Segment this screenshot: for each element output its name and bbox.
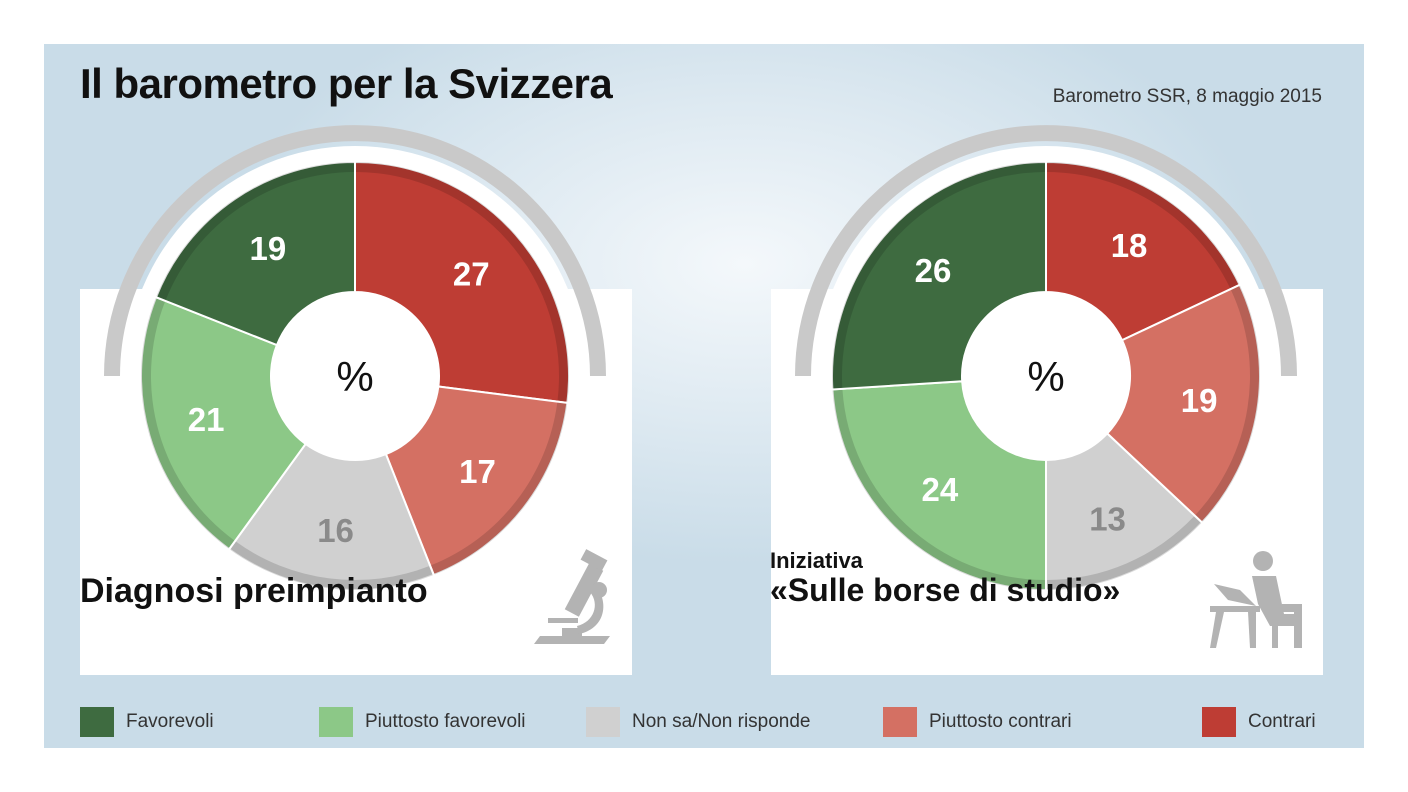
slice-non-sa-non-risponde xyxy=(227,442,436,591)
legend-swatch xyxy=(883,707,917,737)
slice-piuttosto-favorevoli xyxy=(831,380,1047,592)
legend-swatch xyxy=(319,707,353,737)
slice-rim-non-sa-non-risponde xyxy=(230,541,433,590)
slice-non-sa-non-risponde xyxy=(1045,432,1204,592)
slice-value-label: 19 xyxy=(1181,382,1218,419)
slice-contrari xyxy=(1045,160,1241,342)
center-percent-label: % xyxy=(336,353,373,400)
microscope-icon xyxy=(534,549,610,644)
legend-label: Favorevoli xyxy=(126,711,214,732)
legend-item-contrari: Contrari xyxy=(1202,706,1316,738)
student-reading-icon xyxy=(1210,551,1302,648)
source-note: Barometro SSR, 8 maggio 2015 xyxy=(1052,86,1322,107)
slice-rim-contrari xyxy=(1047,162,1240,289)
donut-chart-borse-di-studio: 18 19 13 24 26% xyxy=(795,125,1297,606)
slice-piuttosto-contrari xyxy=(1105,283,1261,524)
legend-swatch xyxy=(586,707,620,737)
slice-value-label: 26 xyxy=(915,252,952,289)
chart-title-right-line2: «Sulle borse di studio» xyxy=(770,572,1121,608)
slice-value-label: 19 xyxy=(250,230,287,267)
slice-value-label: 13 xyxy=(1089,500,1126,537)
slice-piuttosto-favorevoli xyxy=(140,295,308,551)
legend-label: Piuttosto favorevoli xyxy=(365,711,526,732)
infographic-panel: 27 17 16 21 19% 18 19 13 24 26% Il barometro per … xyxy=(44,44,1364,748)
slice-favorevoli xyxy=(154,160,356,347)
legend-item-piuttosto-contrari: Piuttosto contrari xyxy=(883,706,1072,738)
page-title: Il barometro per la Svizzera xyxy=(80,60,613,107)
slice-rim-non-sa-non-risponde xyxy=(1047,516,1202,590)
decorative-arc xyxy=(795,125,1297,377)
slice-rim-piuttosto-favorevoli xyxy=(141,298,235,549)
slice-piuttosto-contrari xyxy=(384,385,569,577)
slice-value-label: 17 xyxy=(459,453,496,490)
slice-contrari xyxy=(354,160,570,404)
slice-value-label: 24 xyxy=(922,471,959,508)
chart-title-right-line1: Iniziativa xyxy=(770,548,863,573)
legend-item-favorevoli: Favorevoli xyxy=(80,706,214,738)
slice-value-label: 21 xyxy=(188,401,225,438)
decorative-arc xyxy=(104,125,606,377)
donut-charts: 27 17 16 21 19% 18 19 13 24 26% xyxy=(104,125,1302,648)
legend: Favorevoli Piuttosto favorevoli Non sa/N… xyxy=(80,706,1330,742)
center-percent-label: % xyxy=(1027,353,1064,400)
slice-favorevoli xyxy=(831,160,1047,391)
legend-swatch xyxy=(80,707,114,737)
donut-hole xyxy=(283,304,427,448)
slice-rim-piuttosto-contrari xyxy=(1195,285,1260,522)
chart-title-left: Diagnosi preimpianto xyxy=(80,572,428,610)
legend-label: Piuttosto contrari xyxy=(929,711,1072,732)
slice-value-label: 27 xyxy=(453,255,490,292)
donut-hole xyxy=(974,304,1118,448)
legend-item-piuttosto-favorevoli: Piuttosto favorevoli xyxy=(319,706,526,738)
slice-rim-piuttosto-favorevoli xyxy=(832,389,1045,590)
slice-value-label: 18 xyxy=(1111,227,1148,264)
slice-value-label: 16 xyxy=(317,512,354,549)
legend-label: Non sa/Non risponde xyxy=(632,711,811,732)
legend-swatch xyxy=(1202,707,1236,737)
slice-rim-favorevoli xyxy=(156,162,354,300)
donut-chart-diagnosi-preimpianto: 27 17 16 21 19% xyxy=(104,125,606,606)
legend-label: Contrari xyxy=(1248,711,1316,732)
legend-item-non-sa: Non sa/Non risponde xyxy=(586,706,811,738)
